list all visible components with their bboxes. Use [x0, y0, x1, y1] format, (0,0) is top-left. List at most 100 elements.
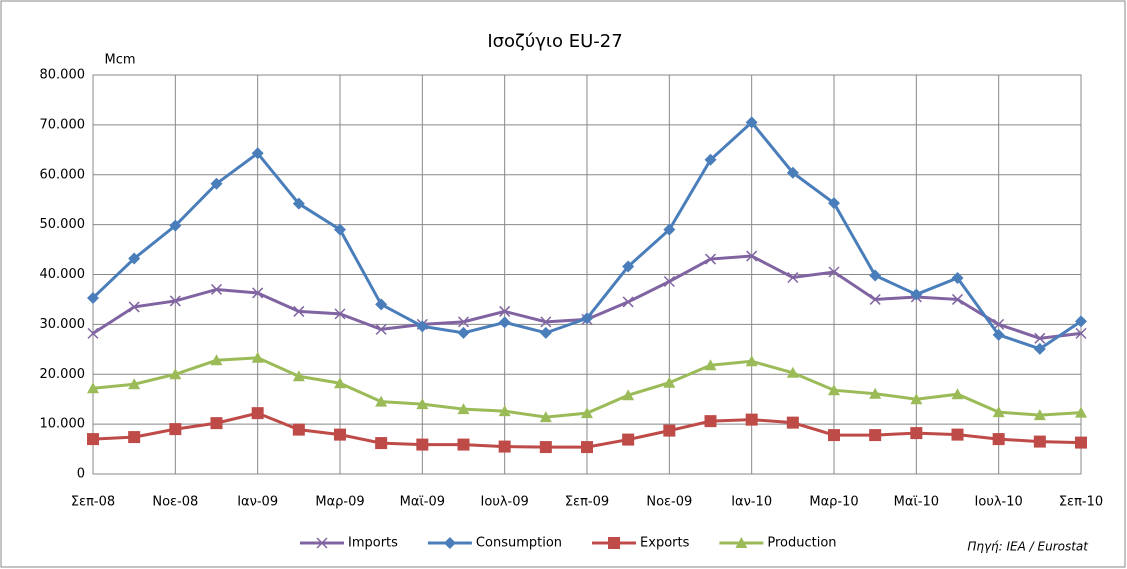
- data-point: [87, 327, 99, 339]
- data-point: [951, 293, 964, 305]
- data-point: [622, 296, 634, 308]
- y-tick-label: 20.000: [40, 367, 86, 382]
- data-point: [581, 441, 593, 454]
- data-point: [334, 377, 346, 389]
- y-axis-label: Mcm: [104, 53, 135, 68]
- x-tick-label: Νοε-09: [646, 495, 692, 510]
- data-point: [169, 423, 182, 436]
- data-point: [581, 407, 593, 419]
- x-tick-label: Σεπ-10: [1059, 495, 1103, 510]
- data-point: [169, 368, 182, 380]
- y-tick-label: 30.000: [40, 317, 86, 332]
- legend-marker: [316, 537, 328, 549]
- x-tick-label: Σεπ-08: [71, 495, 115, 510]
- data-point: [869, 429, 882, 442]
- data-point: [169, 219, 182, 232]
- data-point: [1075, 406, 1087, 418]
- data-point: [293, 305, 305, 317]
- y-tick-label: 60.000: [40, 167, 86, 182]
- data-point: [128, 378, 141, 390]
- data-point: [539, 411, 552, 423]
- data-point: [375, 298, 388, 311]
- data-point: [951, 388, 964, 400]
- x-tick-label: Ιαν-10: [731, 495, 772, 510]
- y-tick-label: 40.000: [40, 267, 86, 282]
- data-point: [210, 283, 223, 295]
- data-point: [128, 252, 141, 265]
- data-point: [251, 407, 264, 420]
- data-point: [828, 384, 840, 396]
- legend-marker: [443, 537, 456, 549]
- data-point: [416, 320, 429, 333]
- data-point: [992, 328, 1005, 341]
- legend-label: Production: [767, 536, 836, 551]
- data-point: [828, 429, 840, 442]
- data-point: [292, 370, 305, 382]
- data-point: [539, 441, 552, 454]
- data-point: [457, 316, 470, 328]
- data-point: [1034, 332, 1046, 344]
- data-point: [622, 389, 635, 401]
- data-point: [169, 295, 181, 307]
- y-tick-label: 10.000: [40, 417, 86, 432]
- data-point: [704, 153, 717, 166]
- x-tick-label: Ιαν-09: [237, 495, 278, 510]
- data-point: [663, 223, 676, 236]
- data-point: [951, 271, 964, 284]
- data-point: [869, 387, 882, 399]
- data-point: [992, 433, 1005, 446]
- x-tick-label: Μαρ-09: [315, 495, 364, 510]
- y-tick-label: 50.000: [40, 217, 86, 232]
- data-point: [581, 312, 593, 325]
- data-point: [375, 437, 388, 450]
- legend-marker: [735, 537, 748, 548]
- data-point: [622, 433, 635, 446]
- data-point: [375, 323, 387, 335]
- data-point: [251, 147, 264, 160]
- data-point: [828, 266, 840, 278]
- data-point: [292, 197, 305, 210]
- data-point: [910, 393, 923, 405]
- data-point: [828, 197, 840, 210]
- data-point: [210, 177, 223, 190]
- data-point: [457, 403, 470, 415]
- data-point: [992, 406, 1005, 418]
- data-point: [746, 250, 758, 262]
- x-tick-label: Μαρ-10: [809, 495, 858, 510]
- plot-frame: [92, 74, 1082, 475]
- data-point: [1075, 436, 1087, 449]
- data-point: [540, 316, 552, 328]
- data-point: [87, 382, 99, 394]
- y-tick-label: 80.000: [40, 68, 86, 83]
- legend-label: Exports: [640, 536, 690, 551]
- data-point: [375, 395, 388, 407]
- x-tick-label: Σεπ-09: [565, 495, 609, 510]
- data-point: [787, 271, 799, 284]
- x-tick-label: Μαϊ-10: [894, 495, 939, 510]
- data-point: [498, 440, 511, 453]
- data-point: [457, 438, 470, 451]
- data-point: [498, 316, 511, 329]
- data-point: [663, 275, 675, 288]
- data-point: [745, 355, 758, 367]
- data-point: [1033, 342, 1046, 355]
- data-point: [1075, 315, 1087, 328]
- data-point: [1033, 435, 1046, 448]
- data-point: [334, 428, 346, 441]
- data-point: [128, 431, 141, 444]
- data-point: [663, 376, 676, 388]
- x-tick-label: Ιουλ-09: [481, 495, 529, 510]
- x-tick-label: Μαϊ-09: [400, 495, 445, 510]
- data-point: [416, 438, 429, 451]
- legend-label: Imports: [348, 536, 398, 551]
- data-point: [704, 253, 717, 265]
- data-point: [786, 366, 799, 378]
- data-point: [251, 351, 264, 363]
- data-point: [416, 398, 429, 410]
- data-point: [1075, 327, 1087, 339]
- y-tick-label: 0: [77, 467, 85, 482]
- data-point: [745, 116, 758, 129]
- data-point: [951, 428, 964, 441]
